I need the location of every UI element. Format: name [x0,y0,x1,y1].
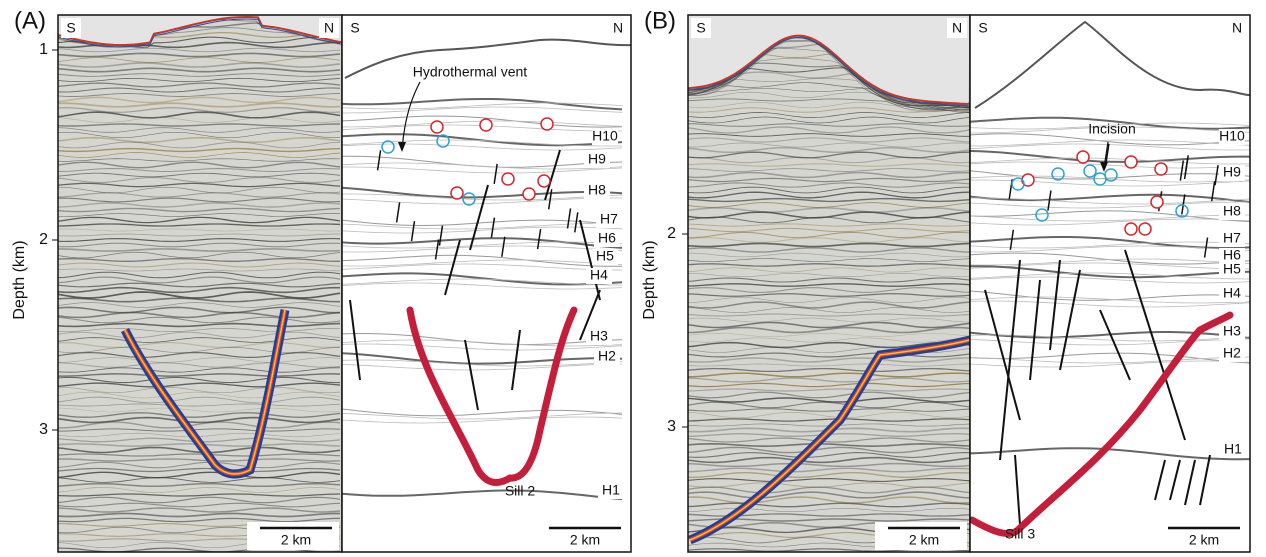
side-label: S [696,20,705,36]
vent-red [1139,223,1151,235]
axis-label: Depth (km) [641,240,658,319]
horizon-label: H3 [1223,323,1241,339]
side-label: N [1232,20,1242,36]
horizon-label: H6 [598,230,616,246]
vent-red [541,118,553,130]
scale-label: 2 km [281,532,311,548]
horizon-label: H2 [598,348,616,364]
seismic-section [58,15,342,552]
side-label: N [324,20,334,36]
vent-red [1125,223,1137,235]
vent-red [1077,151,1089,163]
horizon-label: H8 [588,182,606,198]
vent-red [480,119,492,131]
vent-red [523,188,535,200]
vent-red [502,173,514,185]
vent-red [431,121,443,133]
panel: (B)Depth (km)23SN2 kmSN2 kmH10H9H8H7H6H5… [641,7,1250,552]
horizon-label: H4 [1223,285,1241,301]
horizon-label: H1 [602,482,620,498]
tick-label: 3 [667,418,676,435]
scale-label: 2 km [1189,532,1219,548]
horizon-label: H10 [592,128,618,144]
side-label: S [66,20,75,36]
annotation: Incision [1088,121,1135,137]
panel-label: (A) [14,7,46,34]
interpretation-background [970,15,1250,552]
horizon-label: H5 [1223,261,1241,277]
tick-label: 1 [39,41,48,58]
horizon-label: H9 [1223,164,1241,180]
annotation: Hydrothermal vent [413,64,527,80]
vent-red [538,175,550,187]
vent-red [1155,163,1167,175]
side-label: N [952,20,962,36]
figure: (A)Depth (km)123SN2 kmSN2 kmH10H9H8H7H6H… [0,0,1266,557]
horizon-label: H9 [588,151,606,167]
side-label: S [978,20,987,36]
tick-label: 2 [667,225,676,242]
annotation: Sill 3 [1005,526,1036,542]
side-label: N [613,20,623,36]
side-label: S [350,20,359,36]
horizon-label: H8 [1223,203,1241,219]
axis-label: Depth (km) [11,240,28,319]
vent-red [451,187,463,199]
tick-label: 3 [39,421,48,438]
horizon-label: H7 [1223,230,1241,246]
scale-label: 2 km [570,532,600,548]
horizon-label: H3 [590,328,608,344]
vent-red [1151,196,1163,208]
horizon-label: H7 [600,211,618,227]
horizon-label: H4 [590,267,608,283]
seismic-section [688,15,970,552]
vent-red [1125,156,1137,168]
interpretation [970,15,1250,552]
scale-label: 2 km [909,532,939,548]
tick-label: 2 [39,231,48,248]
panel-label: (B) [644,7,676,34]
horizon-label: H10 [1219,128,1245,144]
horizon-label: H5 [596,248,614,264]
horizon-label: H2 [1223,345,1241,361]
horizon-label: H1 [1224,441,1242,457]
annotation: Sill 2 [505,483,536,499]
